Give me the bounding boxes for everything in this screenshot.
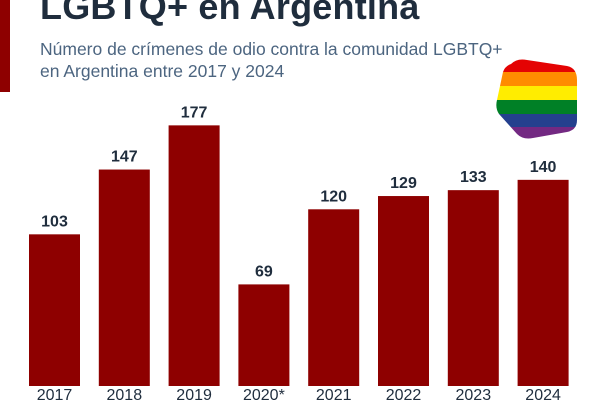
x-tick-label-2018: 2018 — [107, 387, 143, 400]
bar-2019 — [168, 125, 220, 386]
x-tick-label-2022: 2022 — [386, 387, 422, 400]
bar-2022 — [378, 196, 429, 386]
bar-2024 — [517, 179, 569, 386]
chart-title: LGBTQ+ en Argentina — [40, 0, 420, 27]
x-tick-label-2021: 2021 — [316, 387, 352, 400]
x-tick-label-2023: 2023 — [456, 387, 492, 400]
chart-subtitle: Número de crímenes de odio contra la com… — [40, 39, 503, 81]
x-tick-label-2020*: 2020* — [243, 387, 285, 400]
x-tick-label-2019: 2019 — [176, 387, 212, 400]
rainbow-pride-flag-icon — [496, 59, 577, 139]
data-label-2018: 147 — [111, 149, 138, 166]
bar-2018 — [98, 169, 150, 386]
data-label-2017: 103 — [41, 213, 68, 230]
data-label-2023: 133 — [460, 169, 487, 186]
x-tick-label-2017: 2017 — [37, 387, 73, 400]
bar-2023 — [447, 190, 499, 386]
data-label-2021: 120 — [320, 188, 347, 205]
bar-2020* — [238, 284, 290, 386]
bar-2021 — [308, 209, 360, 386]
data-label-2024: 140 — [530, 159, 557, 176]
data-label-2019: 177 — [181, 104, 208, 121]
data-label-2022: 129 — [390, 175, 417, 192]
title-accent-bar — [0, 0, 10, 92]
bar-2017 — [29, 234, 80, 386]
x-tick-label-2024: 2024 — [525, 387, 561, 400]
data-label-2020*: 69 — [255, 263, 273, 280]
